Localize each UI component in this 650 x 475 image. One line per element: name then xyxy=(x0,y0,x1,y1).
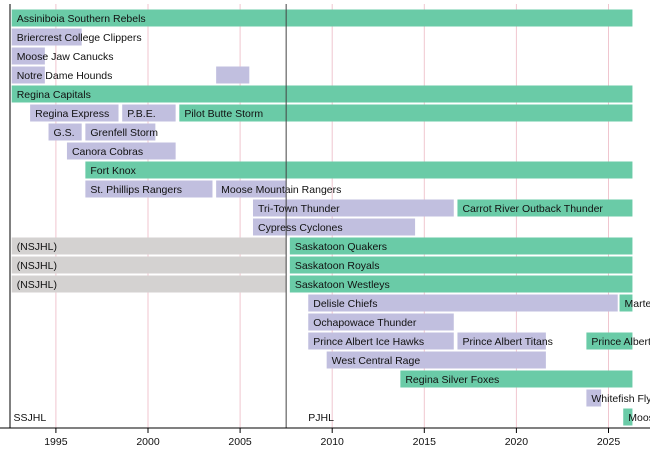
timeline-bar xyxy=(11,28,82,46)
bar-label: Briercrest College Clippers xyxy=(17,32,142,44)
bar-label: Saskatoon Royals xyxy=(295,260,380,272)
bar-label: Notre Dame Hounds xyxy=(17,70,113,82)
bar-label: St. Phillips Rangers xyxy=(90,184,182,196)
timeline-bar xyxy=(85,123,156,141)
timeline-bar xyxy=(216,66,250,84)
timeline-bar xyxy=(457,199,633,217)
bar-label: Pilot Butte Storm xyxy=(184,108,263,120)
timeline-bar xyxy=(11,237,287,255)
bar-label: Saskatoon Westleys xyxy=(295,279,390,291)
bar-label: G.S. xyxy=(54,127,75,139)
timeline-bar xyxy=(66,142,176,160)
bar-label: Saskatoon Quakers xyxy=(295,241,387,253)
timeline-bar xyxy=(326,351,546,369)
timeline-bar xyxy=(11,47,45,65)
bar-label: Cypress Cyclones xyxy=(258,222,343,234)
x-tick-label: 2020 xyxy=(505,436,529,448)
bar-label: West Central Rage xyxy=(332,355,421,367)
bar-label: Ochapowace Thunder xyxy=(313,317,417,329)
timeline-bar xyxy=(400,370,633,388)
bar-label: Regina Silver Foxes xyxy=(405,374,499,386)
bar-label: (NSJHL) xyxy=(17,279,57,291)
timeline-bar xyxy=(122,104,176,122)
bar-label: Regina Express xyxy=(35,108,109,120)
league-label: PJHL xyxy=(308,412,334,424)
bar-label: Carrot River Outback Thunder xyxy=(462,203,603,215)
timeline-bar xyxy=(252,199,454,217)
x-tick-label: 2015 xyxy=(413,436,437,448)
bar-label: Fort Knox xyxy=(90,165,136,177)
timeline-bar xyxy=(586,389,602,407)
timeline-bar xyxy=(11,66,45,84)
timeline-bar xyxy=(457,332,546,350)
x-tick-label: 2010 xyxy=(321,436,345,448)
timeline-bar xyxy=(619,294,633,312)
bar-label: Moos xyxy=(628,412,650,424)
bar-label: Moose Mountain Rangers xyxy=(221,184,341,196)
bar-label: Moose Jaw Canucks xyxy=(17,51,114,63)
timeline-bar xyxy=(85,161,633,179)
timeline-bar xyxy=(308,313,454,331)
x-tick-label: 2005 xyxy=(228,436,252,448)
bar-label: Assiniboia Southern Rebels xyxy=(17,13,146,25)
timeline-bar xyxy=(48,123,82,141)
timeline-bar xyxy=(85,180,213,198)
timeline-bar xyxy=(308,332,454,350)
timeline-bar xyxy=(11,275,287,293)
bar-label: (NSJHL) xyxy=(17,241,57,253)
bar-label: Marte xyxy=(625,298,650,310)
timeline-bar xyxy=(252,218,416,236)
timeline-bar xyxy=(586,332,633,350)
bar-label: Canora Cobras xyxy=(72,146,143,158)
bar-label: Prince Albert xyxy=(591,336,650,348)
bar-label: Delisle Chiefs xyxy=(313,298,377,310)
timeline-bar xyxy=(623,408,633,426)
timeline-bar xyxy=(11,9,633,27)
timeline-bar xyxy=(216,180,287,198)
timeline-bar xyxy=(179,104,633,122)
bar-label: Grenfell Storm xyxy=(90,127,158,139)
bar-label: Prince Albert Titans xyxy=(462,336,552,348)
timeline-bar xyxy=(30,104,119,122)
timeline-bar xyxy=(289,256,633,274)
timeline-bar xyxy=(308,294,618,312)
bar-label: Prince Albert Ice Hawks xyxy=(313,336,424,348)
x-tick-label: 1995 xyxy=(44,436,68,448)
x-tick-label: 2025 xyxy=(597,436,621,448)
bar-label: Tri-Town Thunder xyxy=(258,203,340,215)
x-tick-label: 2000 xyxy=(136,436,160,448)
bar-label: Whitefish Fly xyxy=(591,393,650,405)
timeline-bar xyxy=(11,256,287,274)
timeline-bar xyxy=(289,237,633,255)
bar-label: P.B.E. xyxy=(127,108,155,120)
timeline-bar xyxy=(289,275,633,293)
league-label: SSJHL xyxy=(14,412,47,424)
bar-label: (NSJHL) xyxy=(17,260,57,272)
timeline-bar xyxy=(11,85,633,103)
bar-label: Regina Capitals xyxy=(17,89,91,101)
